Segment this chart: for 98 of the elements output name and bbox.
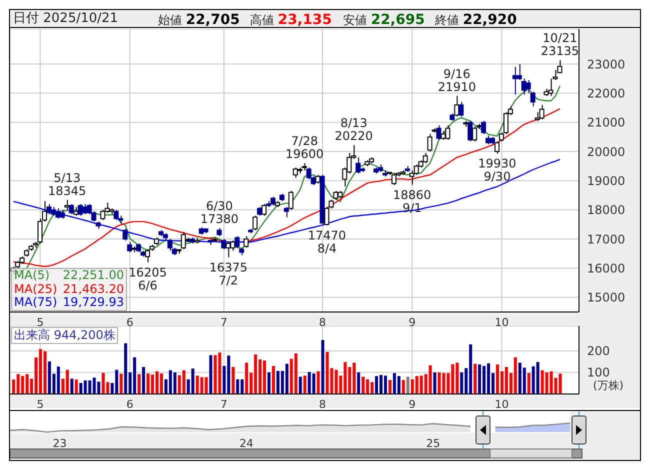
x-tick-label: 8 [319, 316, 326, 329]
annotation: 6/30 17380 [200, 198, 239, 226]
bar [474, 364, 477, 394]
bar [182, 370, 186, 394]
annotation: 5/13 18345 [48, 170, 86, 198]
bar [397, 376, 400, 394]
bar [285, 364, 288, 394]
y-tick-label: 22000 [587, 86, 626, 100]
x-tick-label: 10 [494, 398, 509, 411]
bar [402, 380, 405, 394]
bar [124, 343, 128, 394]
series-label: MA(25) [14, 282, 58, 296]
bar [460, 372, 464, 394]
x-tick-label: 7 [220, 398, 228, 411]
chart-subtitle: 始値 22,705 高値 23,135 安値 22,695 終値 22,920 [158, 12, 517, 28]
y-tick-label: 23000 [587, 57, 626, 72]
bar [173, 372, 176, 394]
annotation: 22,251.00 [62, 268, 124, 282]
y-tick-label: 18000 [587, 203, 626, 218]
y-tick-label: 20000 [587, 144, 626, 159]
chart-title: 日付 2025/10/21 [13, 10, 118, 27]
bar [303, 376, 306, 394]
y-tick-label: 100 [587, 366, 610, 380]
bar [428, 365, 432, 394]
bar [236, 379, 240, 394]
bar [294, 353, 298, 394]
annotation: 17470 8/4 [308, 228, 346, 256]
bar [191, 368, 194, 394]
bar [536, 362, 540, 394]
x-tick-label: 6 [126, 316, 134, 329]
annotation: 21,463.20 [62, 282, 124, 296]
bar [245, 362, 248, 394]
bar [142, 367, 146, 394]
bar [298, 376, 302, 394]
bar [204, 377, 208, 394]
bar [527, 373, 530, 394]
y-tick-label: 21000 [587, 116, 626, 130]
bar [550, 371, 553, 394]
annotation: 19930 9/30 [478, 156, 516, 184]
bar [74, 380, 78, 394]
bar [406, 376, 410, 394]
x-tick-label: 5 [36, 316, 44, 329]
x-tick-label: 7 [220, 316, 228, 329]
bar [66, 370, 69, 394]
y-tick-label: 200 [587, 344, 610, 358]
bar [312, 373, 316, 394]
bar [321, 340, 324, 394]
y-tick-label: 17000 [587, 232, 626, 246]
bar [478, 364, 482, 394]
chart-title: 出来高 944,200株 [11, 327, 118, 344]
x-tick-label: 25 [426, 436, 440, 450]
y-axis-title: (万株) [593, 378, 624, 393]
x-tick-label: 6 [126, 398, 134, 411]
x-tick-label: 9 [408, 316, 416, 329]
annotation: 9/16 21910 [438, 66, 476, 94]
bar [146, 373, 150, 394]
bar [384, 376, 387, 394]
x-tick-label: 5 [36, 398, 44, 411]
x-tick-label: 23 [52, 436, 67, 450]
bar [357, 372, 360, 394]
bar [43, 351, 46, 394]
bar [316, 371, 320, 394]
annotation: 8/13 20220 [334, 116, 373, 144]
bar [120, 374, 123, 394]
annotation: 16205 6/6 [128, 265, 167, 292]
bar [160, 373, 163, 394]
y-tick-label: 16000 [587, 261, 626, 276]
bar [214, 355, 217, 394]
bar [97, 382, 100, 394]
x-tick-label: 10 [494, 316, 509, 329]
annotation: 19,729.93 [62, 295, 124, 310]
bar [433, 372, 436, 394]
x-tick-label: 24 [239, 436, 254, 450]
bar [442, 373, 446, 394]
annotation: 7/28 19600 [285, 134, 324, 162]
series-label: MA(5) [14, 268, 50, 282]
bar [272, 366, 275, 394]
x-tick-label: 9 [408, 398, 416, 411]
x-tick-label: 8 [319, 398, 326, 411]
bar [438, 372, 441, 394]
bar [388, 380, 392, 394]
bar [56, 366, 60, 394]
bar [138, 374, 141, 394]
bar [70, 378, 74, 394]
bar [268, 372, 270, 394]
bar [102, 372, 105, 394]
bar [232, 367, 235, 394]
bar [209, 355, 212, 394]
bar [92, 378, 96, 394]
text: MA(75) [14, 295, 58, 310]
bar [326, 352, 329, 394]
bar [514, 357, 517, 394]
bar [362, 376, 365, 394]
annotation: 10/21 23135 [540, 31, 580, 58]
y-tick-label: 15000 [587, 290, 626, 305]
bar [375, 376, 378, 394]
y-tick-label: 19000 [587, 174, 626, 188]
annotation: 16375 7/2 [209, 260, 248, 288]
